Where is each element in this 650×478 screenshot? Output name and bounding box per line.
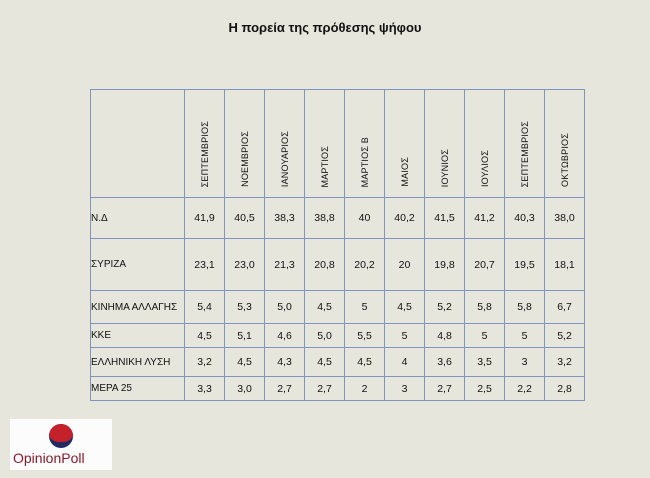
- value-cell: 4,5: [304, 290, 345, 324]
- value-cell: 5,4: [184, 290, 225, 324]
- opinionpoll-logo: OpinionPoll: [10, 419, 112, 470]
- value-cell: 5: [464, 323, 505, 348]
- value-cell: 19,5: [504, 238, 545, 291]
- value-cell: 38,0: [544, 197, 585, 239]
- value-cell: 5: [384, 323, 425, 348]
- party-label: ΣΥΡΙΖΑ: [90, 238, 185, 291]
- value-cell: 5,0: [264, 290, 305, 324]
- value-cell: 3,5: [464, 347, 505, 377]
- table-row: Ν.Δ 41,9 40,5 38,3 38,8 40 40,2 41,5 41,2 40,3 38,…: [90, 197, 585, 239]
- value-cell: 38,3: [264, 197, 305, 239]
- value-cell: 41,9: [184, 197, 225, 239]
- table-row: ΜΕΡΑ 25 3,3 3,0 2,7 2,7 2 3 2,7 2,5 2,2 2,8: [90, 376, 585, 401]
- value-cell: 3: [504, 347, 545, 377]
- logo-circle-icon: [49, 424, 73, 448]
- column-header: ΜΑΡΤΙΟΣ Β: [344, 89, 385, 198]
- value-cell: 4,5: [384, 290, 425, 324]
- value-cell: 5,0: [304, 323, 345, 348]
- value-cell: 20: [384, 238, 425, 291]
- column-label: ΜΑΡΤΙΟΣ Β: [359, 136, 370, 187]
- value-cell: 3,3: [184, 376, 225, 401]
- column-label: ΙΟΥΝΙΟΣ: [439, 148, 450, 187]
- column-header: ΙΟΥΝΙΟΣ: [424, 89, 465, 198]
- poll-table: ΣΕΠΤΕΜΒΡΙΟΣ ΝΟΕΜΒΡΙΟΣ ΙΑΝΟΥΑΡΙΟΣ ΜΑΡΤΙΟΣ ΜΑΡ…: [90, 89, 585, 401]
- value-cell: 3,0: [224, 376, 265, 401]
- column-header: ΝΟΕΜΒΡΙΟΣ: [224, 89, 265, 198]
- value-cell: 4,5: [224, 347, 265, 377]
- table-row: ΚΚΕ 4,5 5,1 4,6 5,0 5,5 5 4,8 5 5 5,2: [90, 323, 585, 348]
- value-cell: 2,7: [264, 376, 305, 401]
- value-cell: 4: [384, 347, 425, 377]
- value-cell: 6,7: [544, 290, 585, 324]
- value-cell: 5,2: [424, 290, 465, 324]
- table-row: ΕΛΛΗΝΙΚΗ ΛΥΣΗ 3,2 4,5 4,3 4,5 4,5 4 3,6 3,5 3 3,2: [90, 347, 585, 377]
- value-cell: 20,7: [464, 238, 505, 291]
- value-cell: 3,2: [544, 347, 585, 377]
- value-cell: 4,8: [424, 323, 465, 348]
- value-cell: 19,8: [424, 238, 465, 291]
- value-cell: 40: [344, 197, 385, 239]
- value-cell: 2,8: [544, 376, 585, 401]
- column-header: ΜΑΙΟΣ: [384, 89, 425, 198]
- value-cell: 3: [384, 376, 425, 401]
- value-cell: 41,2: [464, 197, 505, 239]
- value-cell: 2,7: [424, 376, 465, 401]
- column-label: ΣΕΠΤΕΜΒΡΙΟΣ: [199, 120, 210, 187]
- value-cell: 5,5: [344, 323, 385, 348]
- value-cell: 4,5: [344, 347, 385, 377]
- column-header: ΟΚΤΩΒΡΙΟΣ: [544, 89, 585, 198]
- value-cell: 4,6: [264, 323, 305, 348]
- column-label: ΣΕΠΤΕΜΒΡΙΟΣ: [519, 120, 530, 187]
- value-cell: 18,1: [544, 238, 585, 291]
- value-cell: 20,2: [344, 238, 385, 291]
- value-cell: 4,5: [304, 347, 345, 377]
- value-cell: 4,5: [184, 323, 225, 348]
- table-row: ΣΥΡΙΖΑ 23,1 23,0 21,3 20,8 20,2 20 19,8 20,7 19,5…: [90, 238, 585, 291]
- column-header: ΙΑΝΟΥΑΡΙΟΣ: [264, 89, 305, 198]
- value-cell: 5: [504, 323, 545, 348]
- value-cell: 23,0: [224, 238, 265, 291]
- value-cell: 5,8: [504, 290, 545, 324]
- column-label: ΙΑΝΟΥΑΡΙΟΣ: [279, 130, 290, 187]
- table-row: ΚΙΝΗΜΑ ΑΛΛΑΓΗΣ 5,4 5,3 5,0 4,5 5 4,5 5,2 5,8 5,8 6…: [90, 290, 585, 324]
- column-header: ΜΑΡΤΙΟΣ: [304, 89, 345, 198]
- value-cell: 3,6: [424, 347, 465, 377]
- party-label: ΚΙΝΗΜΑ ΑΛΛΑΓΗΣ: [90, 290, 185, 324]
- value-cell: 40,2: [384, 197, 425, 239]
- value-cell: 4,3: [264, 347, 305, 377]
- value-cell: 5,8: [464, 290, 505, 324]
- value-cell: 40,5: [224, 197, 265, 239]
- value-cell: 21,3: [264, 238, 305, 291]
- value-cell: 20,8: [304, 238, 345, 291]
- value-cell: 2: [344, 376, 385, 401]
- value-cell: 5: [344, 290, 385, 324]
- party-label: ΜΕΡΑ 25: [90, 376, 185, 401]
- value-cell: 2,2: [504, 376, 545, 401]
- column-label: ΜΑΡΤΙΟΣ: [319, 145, 330, 187]
- column-label: ΝΟΕΜΒΡΙΟΣ: [239, 131, 250, 187]
- value-cell: 3,2: [184, 347, 225, 377]
- header-row: ΣΕΠΤΕΜΒΡΙΟΣ ΝΟΕΜΒΡΙΟΣ ΙΑΝΟΥΑΡΙΟΣ ΜΑΡΤΙΟΣ ΜΑΡ…: [90, 89, 585, 198]
- column-label: ΜΑΙΟΣ: [399, 157, 410, 187]
- value-cell: 41,5: [424, 197, 465, 239]
- column-header: ΣΕΠΤΕΜΒΡΙΟΣ: [504, 89, 545, 198]
- value-cell: 5,3: [224, 290, 265, 324]
- value-cell: 40,3: [504, 197, 545, 239]
- value-cell: 2,5: [464, 376, 505, 401]
- column-header: ΙΟΥΛΙΟΣ: [464, 89, 505, 198]
- value-cell: 2,7: [304, 376, 345, 401]
- party-label: Ν.Δ: [90, 197, 185, 239]
- column-header: ΣΕΠΤΕΜΒΡΙΟΣ: [184, 89, 225, 198]
- value-cell: 23,1: [184, 238, 225, 291]
- value-cell: 38,8: [304, 197, 345, 239]
- column-label: ΟΚΤΩΒΡΙΟΣ: [559, 133, 570, 187]
- logo-text: OpinionPoll: [13, 450, 85, 466]
- value-cell: 5,2: [544, 323, 585, 348]
- page-title: Η πορεία της πρόθεσης ψήφου: [228, 20, 422, 35]
- corner-cell: [90, 89, 185, 198]
- party-label: ΕΛΛΗΝΙΚΗ ΛΥΣΗ: [90, 347, 185, 377]
- value-cell: 5,1: [224, 323, 265, 348]
- column-label: ΙΟΥΛΙΟΣ: [479, 149, 490, 187]
- party-label: ΚΚΕ: [90, 323, 185, 348]
